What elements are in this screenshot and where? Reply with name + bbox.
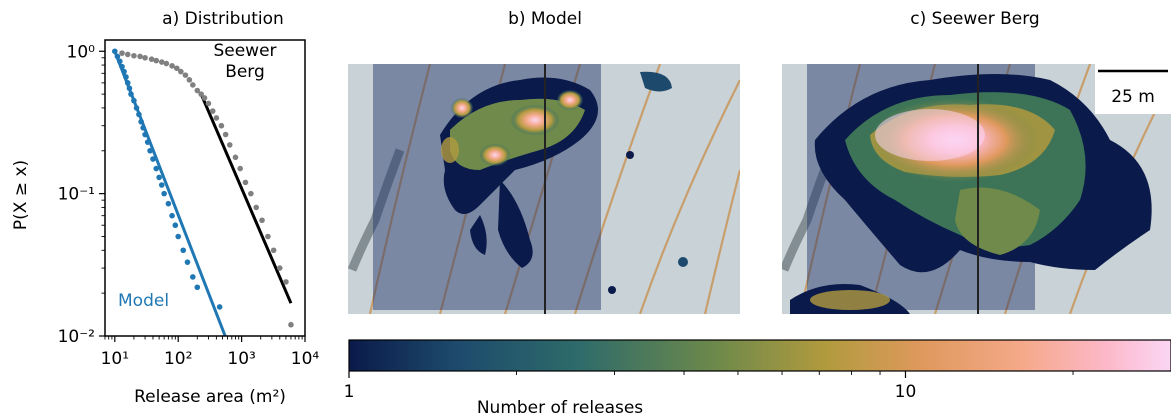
- data-point: [178, 68, 184, 75]
- data-point: [222, 131, 229, 138]
- scalebar-label: 25 m: [1111, 87, 1155, 107]
- data-point: [142, 131, 148, 138]
- y-axis-label: P(X ≥ x): [11, 160, 31, 230]
- data-point: [124, 51, 131, 58]
- data-point: [117, 58, 123, 65]
- data-point: [175, 233, 182, 240]
- data-point: [259, 217, 265, 224]
- data-point: [213, 115, 220, 121]
- data-point: [283, 279, 289, 285]
- data-point: [128, 91, 134, 97]
- data-point: [121, 68, 127, 75]
- data-point: [190, 82, 196, 88]
- panel-c-title: c) Seewer Berg: [910, 9, 1039, 29]
- data-point: [182, 72, 189, 78]
- data-point: [253, 204, 260, 211]
- x-tick-label: 10²: [164, 349, 192, 369]
- data-point: [186, 77, 193, 83]
- data-point: [158, 182, 165, 188]
- data-point: [169, 63, 175, 69]
- data-point: [169, 212, 175, 219]
- distribution-panel: a) Distribution P(X ≥ x) Release area (m…: [11, 9, 319, 407]
- data-point: [144, 139, 151, 145]
- data-point: [131, 97, 137, 104]
- fit-line: [199, 93, 293, 304]
- data-point: [133, 105, 140, 111]
- y-tick-label: 10⁰: [67, 42, 96, 62]
- data-point: [205, 100, 212, 107]
- x-tick-label: 10⁴: [291, 349, 320, 369]
- data-point: [209, 108, 216, 114]
- data-point: [137, 53, 143, 60]
- x-axis-label: Release area (m²): [134, 387, 286, 407]
- data-point: [248, 190, 254, 197]
- x-tick-label: 10¹: [101, 349, 129, 369]
- data-point: [140, 125, 146, 131]
- data-point: [119, 50, 125, 56]
- data-point: [198, 91, 204, 97]
- data-point: [153, 165, 160, 172]
- data-point: [180, 247, 187, 254]
- data-point: [216, 304, 223, 310]
- colorbar-tick-label: 10: [895, 382, 917, 402]
- data-point: [123, 74, 129, 80]
- data-point: [201, 95, 208, 101]
- release-heatmap: [790, 74, 1152, 314]
- data-point: [184, 259, 191, 265]
- colorbar-tick-label: 1: [344, 382, 355, 402]
- data-point: [288, 321, 294, 328]
- berg-label: Berg: [225, 62, 265, 82]
- seewer-berg-map-panel: c) Seewer Berg: [782, 9, 1171, 314]
- data-point: [119, 63, 125, 70]
- colorbar: 1 10 Number of releases: [344, 339, 1171, 418]
- data-point: [237, 165, 243, 172]
- data-point: [190, 274, 196, 280]
- y-tick-label: 10⁻²: [58, 327, 95, 347]
- data-point: [153, 57, 160, 64]
- data-point: [163, 60, 170, 67]
- data-point: [194, 284, 201, 291]
- plot-frame: [104, 39, 306, 337]
- data-point: [148, 56, 155, 62]
- x-tick-label: 10³: [227, 349, 255, 369]
- data-point: [158, 59, 165, 65]
- data-point: [218, 122, 225, 129]
- panel-b-title: b) Model: [508, 9, 582, 29]
- model-map-panel: b) Model: [348, 9, 740, 314]
- gully-shadow: [348, 148, 405, 272]
- data-point: [270, 247, 277, 254]
- data-point: [124, 80, 131, 86]
- data-point: [150, 156, 156, 162]
- data-point: [276, 265, 283, 271]
- data-point: [136, 111, 142, 118]
- y-tick-label: 10⁻¹: [58, 185, 95, 205]
- scalebar-box: [1095, 64, 1171, 114]
- data-point: [172, 222, 179, 229]
- data-point: [147, 147, 153, 154]
- data-point: [232, 154, 239, 161]
- data-point: [126, 85, 133, 92]
- data-point: [265, 233, 271, 240]
- data-point: [194, 87, 201, 94]
- data-point: [142, 54, 148, 61]
- colorbar-gradient: [348, 339, 1171, 372]
- data-point: [112, 48, 118, 55]
- data-point: [161, 190, 167, 197]
- panel-a-title: a) Distribution: [162, 9, 284, 29]
- release-heatmap: [440, 71, 688, 294]
- data-point: [242, 179, 249, 186]
- data-point: [138, 118, 144, 125]
- data-point: [174, 65, 180, 72]
- data-point: [131, 52, 137, 59]
- data-point: [114, 53, 121, 60]
- colorbar-label: Number of releases: [477, 398, 643, 418]
- data-point: [156, 174, 162, 181]
- data-point: [165, 200, 172, 207]
- data-point: [226, 142, 233, 148]
- seewer-label: Seewer: [213, 41, 276, 61]
- model-label: Model: [118, 291, 169, 311]
